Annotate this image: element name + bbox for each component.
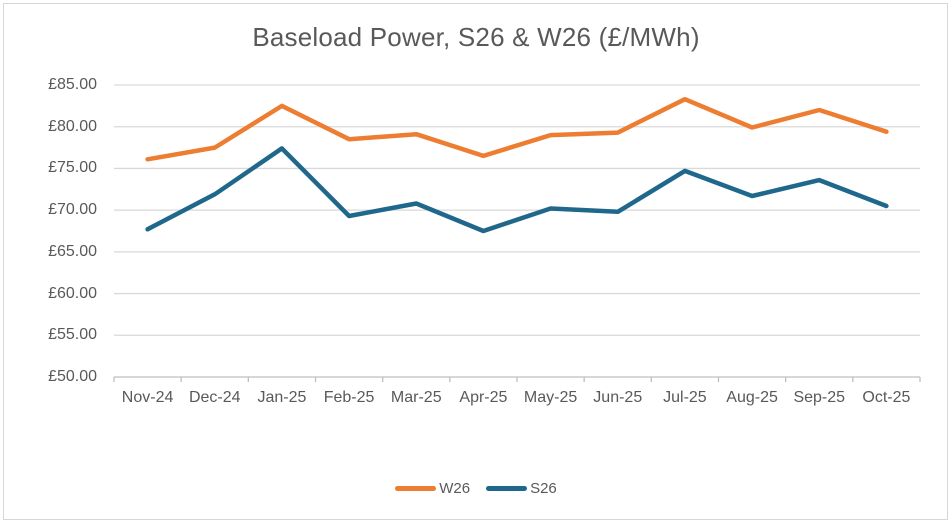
x-tick-label: Jun-25 (593, 389, 643, 406)
y-tick-label: £80.00 (48, 117, 97, 135)
x-tick-label: Oct-25 (862, 389, 911, 406)
series-line-w26 (145, 96, 889, 162)
x-tick-label: Aug-25 (726, 389, 778, 406)
chart-title: Baseload Power, S26 & W26 (£/MWh) (252, 22, 700, 52)
series-line-s26 (145, 146, 889, 234)
y-tick-label: £55.00 (48, 326, 97, 344)
legend-item-s26: S26 (486, 480, 557, 497)
y-tick-label: £60.00 (48, 284, 97, 302)
legend-label-w26: W26 (439, 480, 471, 497)
y-tick-label: £50.00 (48, 368, 97, 385)
legend: W26 S26 (0, 480, 952, 497)
x-tick-label: Jul-25 (663, 389, 707, 406)
y-tick-label: £70.00 (48, 201, 97, 219)
legend-label-s26: S26 (530, 480, 557, 497)
x-tick-label: Feb-25 (323, 389, 375, 406)
x-tick-label: Sep-25 (793, 389, 846, 406)
x-tick-label: Apr-25 (459, 389, 508, 406)
w26-legend-swatch (395, 486, 437, 491)
x-tick-label: Jan-25 (257, 389, 307, 406)
y-tick-label: £75.00 (48, 159, 97, 177)
y-tick-label: £85.00 (48, 76, 97, 93)
x-tick-label: Nov-24 (121, 389, 174, 406)
legend-item-w26: W26 (395, 480, 470, 497)
y-tick-label: £65.00 (48, 242, 97, 260)
x-tick-label: Mar-25 (390, 389, 442, 406)
s26-legend-swatch (486, 486, 528, 491)
x-tick-label: May-25 (523, 389, 578, 406)
x-tick-label: Dec-24 (188, 389, 241, 406)
